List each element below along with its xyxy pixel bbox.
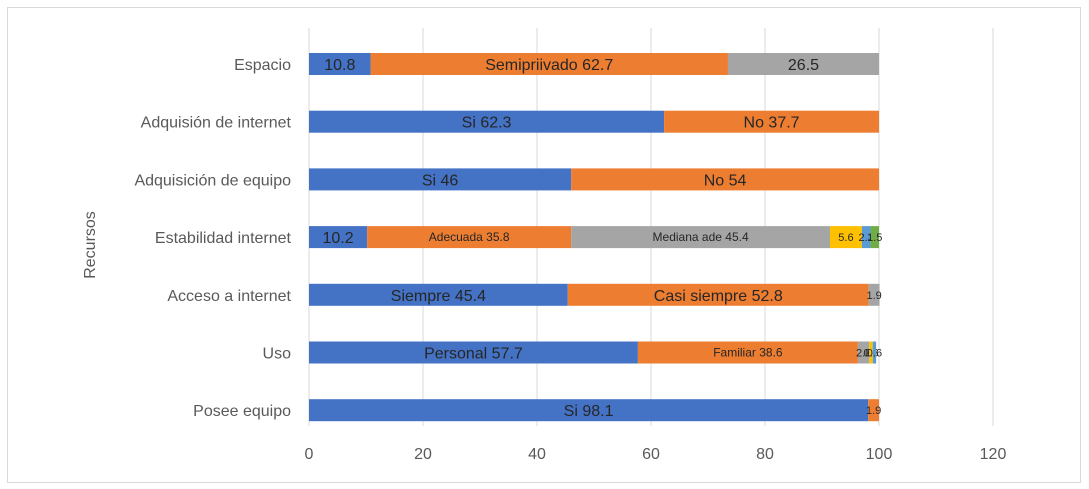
data-label: 2.0 xyxy=(856,348,871,360)
bar-segment xyxy=(870,226,879,249)
data-label: 1.9 xyxy=(866,405,881,417)
bar-segment xyxy=(571,226,830,249)
bars: 10.8 Semipriivado 62.7 26.5 Si 62.3 No 37.7 S… xyxy=(309,53,882,422)
bar-segment xyxy=(567,283,869,306)
bar-segment xyxy=(869,341,873,364)
data-label: 2.3 xyxy=(859,232,874,244)
category-label: Adquisión de internet xyxy=(141,115,292,132)
bar-segment xyxy=(309,283,568,306)
data-label: No 37.7 xyxy=(744,115,800,132)
bar-segment xyxy=(637,341,858,364)
category-label: Estabilidad internet xyxy=(155,230,292,247)
x-tick-labels: 0 20 40 60 80 100 120 xyxy=(305,446,1007,463)
data-label: 1.9 xyxy=(867,290,882,302)
data-label: 10.8 xyxy=(324,57,355,74)
data-label: 26.5 xyxy=(788,57,819,74)
data-label: Semipriivado 62.7 xyxy=(485,57,613,74)
bar-segment xyxy=(309,399,869,422)
x-tick-label: 40 xyxy=(528,446,546,463)
x-tick-label: 60 xyxy=(642,446,660,463)
data-label: Mediana ade 45.4 xyxy=(653,230,749,244)
data-label: 5.6 xyxy=(838,232,853,244)
bar-segment xyxy=(309,110,665,133)
bar-segment xyxy=(727,53,879,75)
bar-segment xyxy=(857,341,870,364)
bar-segment xyxy=(861,226,871,249)
data-label: 1.5 xyxy=(867,232,882,244)
data-label: Personal 57.7 xyxy=(424,346,523,363)
y-axis-title: Recursos xyxy=(82,211,99,279)
data-label: Si 46 xyxy=(422,172,459,189)
data-label: Siempre 45.4 xyxy=(391,288,486,305)
bar-segment xyxy=(309,341,638,364)
data-label: No 54 xyxy=(704,172,747,189)
data-label: Adecuada 35.8 xyxy=(429,230,510,244)
category-label: Uso xyxy=(263,346,292,363)
chart-frame: 10.8 Semipriivado 62.7 26.5 Si 62.3 No 37.7 S… xyxy=(7,7,1081,483)
x-tick-label: 120 xyxy=(980,446,1007,463)
bar-segment xyxy=(872,341,877,364)
bar-segment xyxy=(309,168,572,191)
category-label: Adquisición de equipo xyxy=(134,172,291,189)
bar-segment xyxy=(571,168,879,191)
data-label: Si 62.3 xyxy=(462,115,512,132)
x-tick-label: 100 xyxy=(866,446,893,463)
data-label: 0.6 xyxy=(867,348,882,360)
bar-segment xyxy=(367,226,572,249)
bar-segment xyxy=(829,226,862,249)
category-label: Posee equipo xyxy=(193,403,291,420)
data-label: Casi siempre 52.8 xyxy=(654,288,783,305)
bar-segment xyxy=(309,53,371,75)
stacked-bar-chart: 10.8 Semipriivado 62.7 26.5 Si 62.3 No 37.7 S… xyxy=(82,28,1007,463)
bar-segment xyxy=(370,53,728,75)
x-tick-label: 0 xyxy=(305,446,314,463)
x-tick-label: 20 xyxy=(414,446,432,463)
category-label: Acceso a internet xyxy=(167,288,291,305)
data-label: Familiar 38.6 xyxy=(713,346,783,360)
category-labels: Espacio Adquisión de internet Adquisición … xyxy=(134,57,291,420)
bar-segment xyxy=(664,110,879,133)
category-label: Espacio xyxy=(234,57,291,74)
bar-segment xyxy=(868,283,880,306)
bar-segment xyxy=(309,226,368,249)
data-label: 10.2 xyxy=(322,230,353,247)
data-label: Si 98.1 xyxy=(564,403,614,420)
bar-segment xyxy=(868,399,879,422)
x-tick-label: 80 xyxy=(756,446,774,463)
